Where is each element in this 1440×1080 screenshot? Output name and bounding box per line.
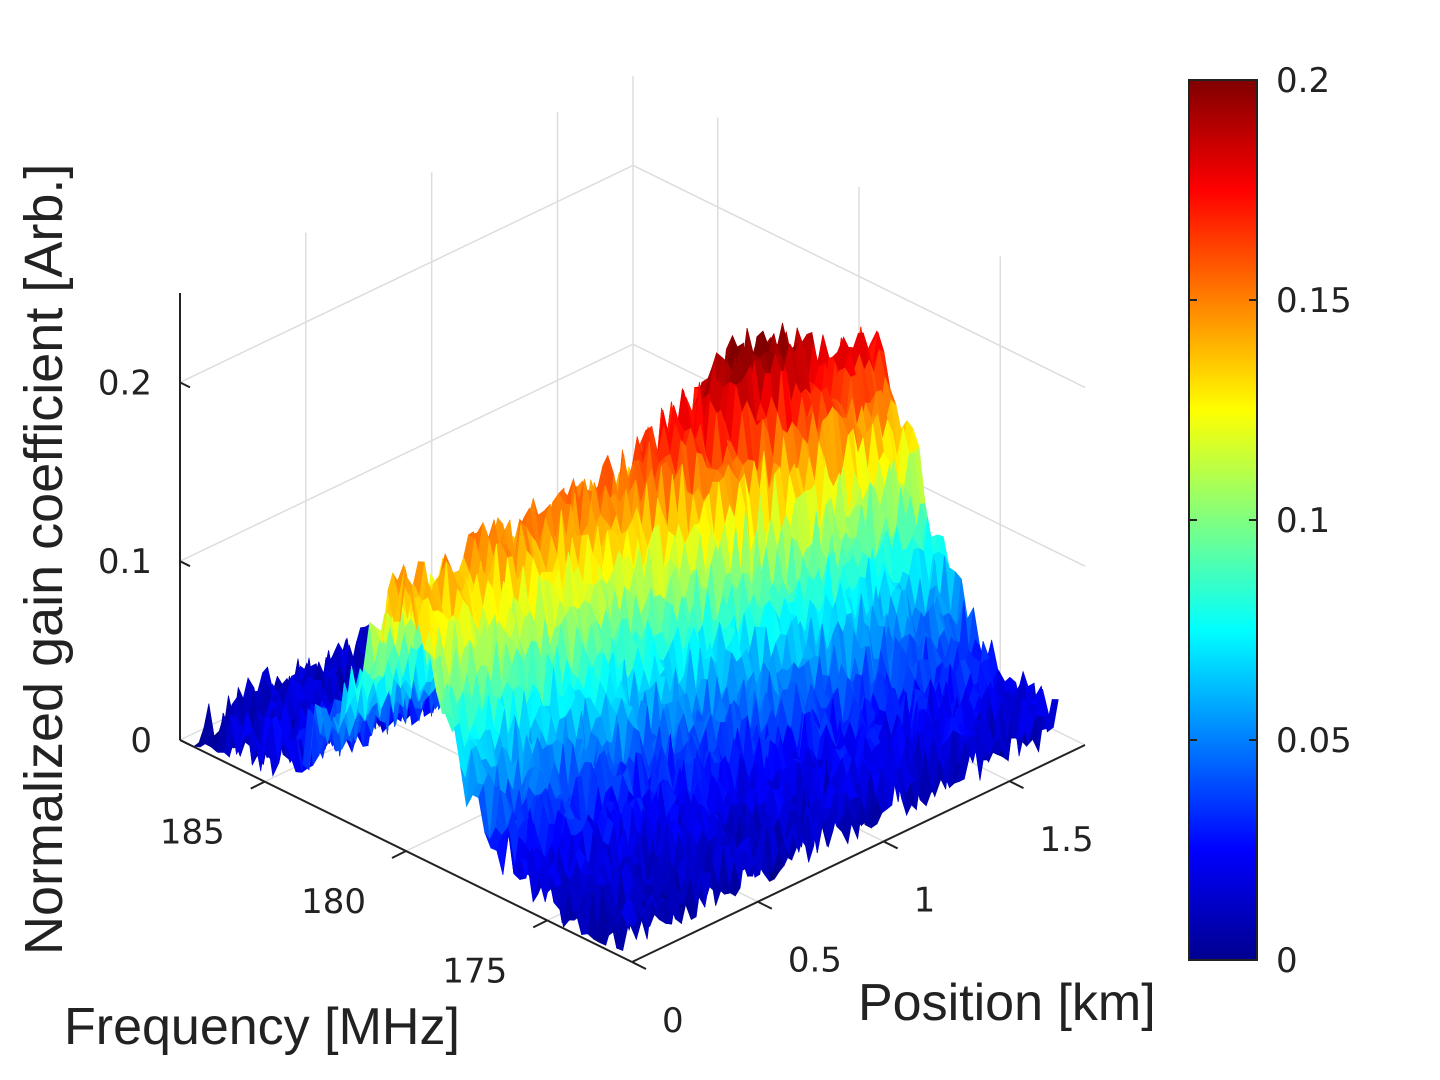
surface-plot <box>193 322 1059 951</box>
grid-line <box>179 164 634 384</box>
